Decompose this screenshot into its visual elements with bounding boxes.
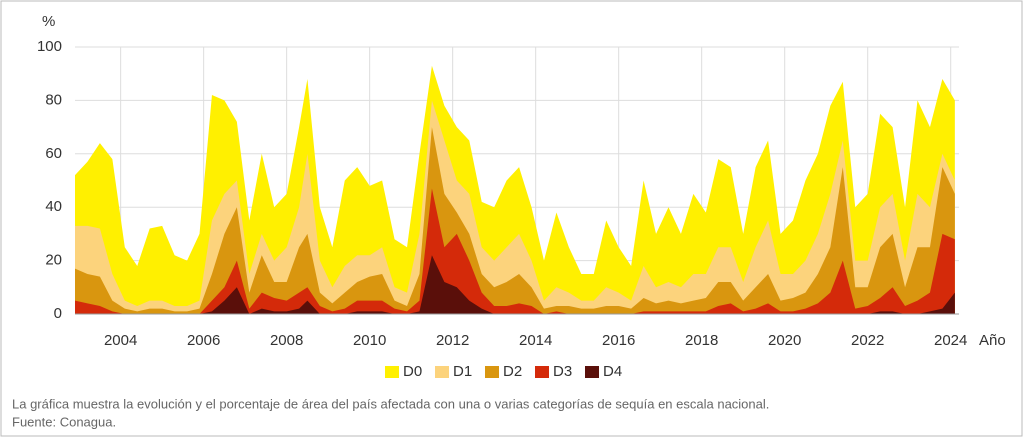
x-tick-label: 2020 bbox=[768, 332, 801, 349]
x-tick-label: 2010 bbox=[353, 332, 386, 349]
legend-swatch bbox=[435, 366, 449, 378]
source: Fuente: Conagua. bbox=[12, 414, 116, 429]
y-tick-label: 80 bbox=[45, 91, 62, 108]
x-tick-label: 2006 bbox=[187, 332, 220, 349]
y-tick-label: 0 bbox=[54, 305, 62, 322]
x-tick-label: 2008 bbox=[270, 332, 303, 349]
x-tick-label: 2014 bbox=[519, 332, 552, 349]
legend-swatch bbox=[385, 366, 399, 378]
x-tick-label: 2004 bbox=[104, 332, 137, 349]
y-tick-label: 40 bbox=[45, 198, 62, 215]
area bbox=[75, 127, 955, 314]
x-tick-label: 2022 bbox=[851, 332, 884, 349]
y-tick-label: 60 bbox=[45, 145, 62, 162]
legend-label: D0 bbox=[403, 363, 422, 380]
legend-swatch bbox=[485, 366, 499, 378]
x-tick-label: 2012 bbox=[436, 332, 469, 349]
caption: La gráfica muestra la evolución y el por… bbox=[12, 396, 769, 411]
x-axis-label: Año bbox=[979, 332, 1006, 349]
legend-label: D1 bbox=[453, 363, 472, 380]
x-tick-label: 2016 bbox=[602, 332, 635, 349]
legend-label: D4 bbox=[603, 363, 622, 380]
x-tick-label: 2024 bbox=[934, 332, 967, 349]
y-tick-label: 20 bbox=[45, 252, 62, 269]
y-tick-label: 100 bbox=[37, 38, 62, 55]
x-tick-label: 2018 bbox=[685, 332, 718, 349]
legend-swatch bbox=[585, 366, 599, 378]
legend-label: D2 bbox=[503, 363, 522, 380]
y-axis-label: % bbox=[42, 13, 55, 30]
legend-label: D3 bbox=[553, 363, 572, 380]
legend-swatch bbox=[535, 366, 549, 378]
